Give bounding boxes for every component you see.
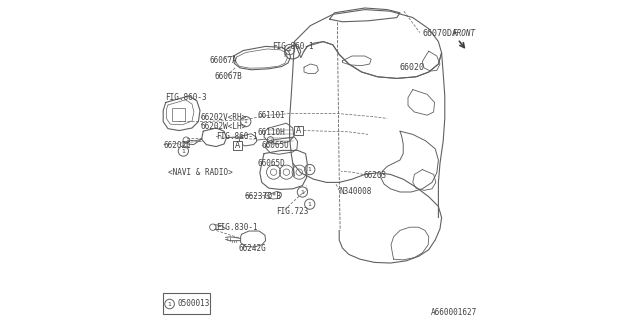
Text: 1: 1	[300, 189, 305, 195]
Text: A660001627: A660001627	[431, 308, 477, 317]
Text: 66202W<LH>: 66202W<LH>	[201, 122, 247, 131]
Text: FIG.830-1: FIG.830-1	[216, 223, 258, 232]
Text: 66203: 66203	[364, 171, 387, 180]
Text: A: A	[296, 126, 301, 135]
Text: 66067B: 66067B	[214, 72, 242, 81]
Text: FRONT: FRONT	[453, 29, 476, 38]
Text: FIG.860-1: FIG.860-1	[216, 132, 258, 141]
FancyBboxPatch shape	[294, 126, 303, 135]
Text: A: A	[235, 141, 240, 150]
FancyBboxPatch shape	[172, 108, 185, 121]
Text: 66067A: 66067A	[210, 56, 237, 65]
Text: FIG.723: FIG.723	[276, 207, 309, 216]
Text: 66202V<RH>: 66202V<RH>	[201, 113, 247, 122]
Text: 1: 1	[308, 202, 312, 207]
Text: 66110H: 66110H	[258, 128, 285, 137]
Text: 1: 1	[244, 119, 248, 124]
Text: 66237C*B: 66237C*B	[245, 192, 282, 201]
Text: FIG.860-3: FIG.860-3	[165, 93, 207, 102]
Text: N340008: N340008	[339, 188, 372, 196]
Text: 1: 1	[181, 148, 186, 154]
Text: <NAVI & RADIO>: <NAVI & RADIO>	[168, 168, 233, 177]
Text: 1: 1	[287, 47, 292, 52]
Text: 66065D: 66065D	[258, 159, 285, 168]
Text: 66020: 66020	[400, 63, 425, 72]
Text: 66070DA: 66070DA	[422, 29, 458, 38]
Text: 0500013: 0500013	[178, 300, 211, 308]
Text: 66110I: 66110I	[258, 111, 285, 120]
FancyBboxPatch shape	[163, 293, 210, 314]
Text: FIG.860-1: FIG.860-1	[272, 42, 314, 51]
Text: 1: 1	[308, 167, 312, 172]
Text: 66202C: 66202C	[163, 141, 191, 150]
FancyBboxPatch shape	[233, 141, 243, 150]
Text: 66065U: 66065U	[262, 141, 289, 150]
Text: 1: 1	[168, 301, 172, 307]
Text: 66242G: 66242G	[239, 244, 266, 253]
